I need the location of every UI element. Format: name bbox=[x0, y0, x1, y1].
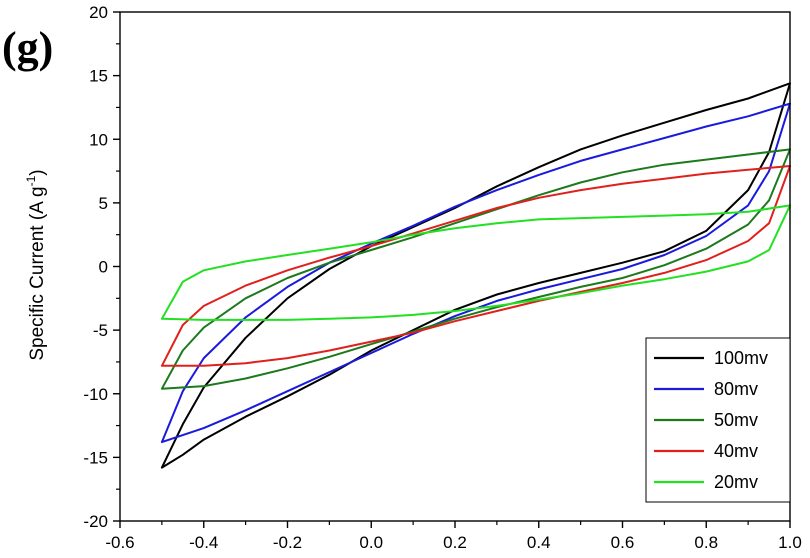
y-tick-label: -10 bbox=[83, 385, 108, 404]
x-tick-label: -0.6 bbox=[105, 533, 134, 552]
y-tick-label: -5 bbox=[93, 321, 108, 340]
y-axis-title-suffix: ) bbox=[27, 169, 48, 175]
y-axis-title: Specific Current (A g-1) bbox=[24, 169, 48, 360]
y-tick-label: 20 bbox=[89, 3, 108, 22]
x-tick-label: -0.4 bbox=[189, 533, 218, 552]
x-tick-label: 0.4 bbox=[527, 533, 551, 552]
y-tick-label: 0 bbox=[99, 258, 108, 277]
legend-label-100mv: 100mv bbox=[714, 348, 768, 368]
panel-label: (g) bbox=[2, 23, 53, 72]
legend-label-20mv: 20mv bbox=[714, 472, 758, 492]
x-tick-label: 0.6 bbox=[611, 533, 635, 552]
x-tick-label: 0.8 bbox=[694, 533, 718, 552]
axes: -20 -15 -10 -5 0 5 10 15 20 -0.6 -0.4 -0.2 0.0 0.2 0.4… bbox=[83, 3, 801, 552]
y-tick-label: -15 bbox=[83, 448, 108, 467]
y-axis-title-superscript: -1 bbox=[24, 175, 38, 186]
legend-label-50mv: 50mv bbox=[714, 410, 758, 430]
x-tick-label: 0.2 bbox=[443, 533, 467, 552]
y-axis-title-main: Specific Current (A g bbox=[27, 186, 48, 360]
series-40mv-curve bbox=[160, 165, 791, 367]
y-tick-label: 15 bbox=[89, 67, 108, 86]
x-tick-label: -0.2 bbox=[273, 533, 302, 552]
legend-label-40mv: 40mv bbox=[714, 441, 758, 461]
y-tick-label: 5 bbox=[99, 194, 108, 213]
x-tick-label: 0.0 bbox=[359, 533, 383, 552]
x-tick-label: 1.0 bbox=[778, 533, 802, 552]
y-tick-label: 10 bbox=[89, 130, 108, 149]
y-tick-label: -20 bbox=[83, 512, 108, 531]
legend: 100mv 80mv 50mv 40mv 20mv bbox=[645, 337, 791, 503]
legend-label-80mv: 80mv bbox=[714, 379, 758, 399]
